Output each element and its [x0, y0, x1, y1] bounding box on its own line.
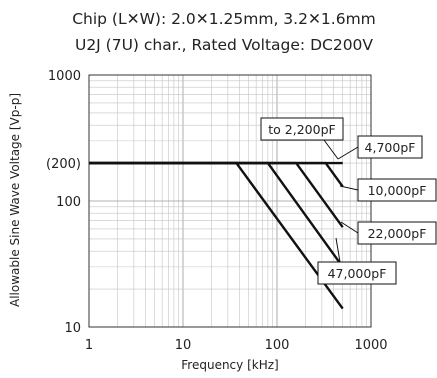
series-label-box — [357, 178, 437, 202]
series-line — [89, 161, 344, 310]
chart-title-line-2: U2J (7U) char., Rated Voltage: DC200V — [75, 36, 373, 54]
y-tick-label: 1000 — [48, 69, 81, 84]
label-leader-line — [337, 146, 359, 160]
tick-labels: 1 10 100 1000 10 100 (200) 1000 — [46, 69, 388, 353]
series-label-box — [357, 221, 437, 245]
x-tick-label: 100 — [265, 338, 290, 353]
x-tick-label: 1 — [85, 338, 93, 353]
series-labels: to 2,200pF 4,700pF 10,000pF 22,000pF 47,000p… — [260, 117, 437, 285]
chart-title-line-1: Chip (L✕W): 2.0✕1.25mm, 3.2✕1.6mm — [72, 10, 376, 28]
label-leader-line — [323, 139, 339, 160]
y-tick-label: 100 — [56, 195, 81, 210]
x-tick-label: 1000 — [354, 338, 387, 353]
label-leader-line — [340, 221, 359, 234]
series-label: 22,000pF — [368, 226, 427, 241]
series-label: 4,700pF — [365, 140, 416, 155]
series-label: 47,000pF — [328, 266, 387, 281]
series-label-box — [317, 261, 397, 285]
series-line — [89, 161, 344, 228]
y-axis-label: Allowable Sine Wave Voltage [Vp-p] — [8, 93, 22, 307]
x-axis-label: Frequency [kHz] — [181, 358, 278, 372]
x-tick-label: 10 — [175, 338, 192, 353]
label-leader-line — [335, 237, 341, 263]
series-label-box — [260, 117, 344, 141]
series-label: 10,000pF — [368, 183, 427, 198]
label-leader-line — [339, 185, 359, 191]
series-label-box — [357, 135, 423, 159]
series-lines — [89, 161, 344, 310]
series-label: to 2,200pF — [268, 122, 335, 137]
y-tick-label: (200) — [46, 157, 81, 172]
y-tick-label: 10 — [64, 321, 81, 336]
